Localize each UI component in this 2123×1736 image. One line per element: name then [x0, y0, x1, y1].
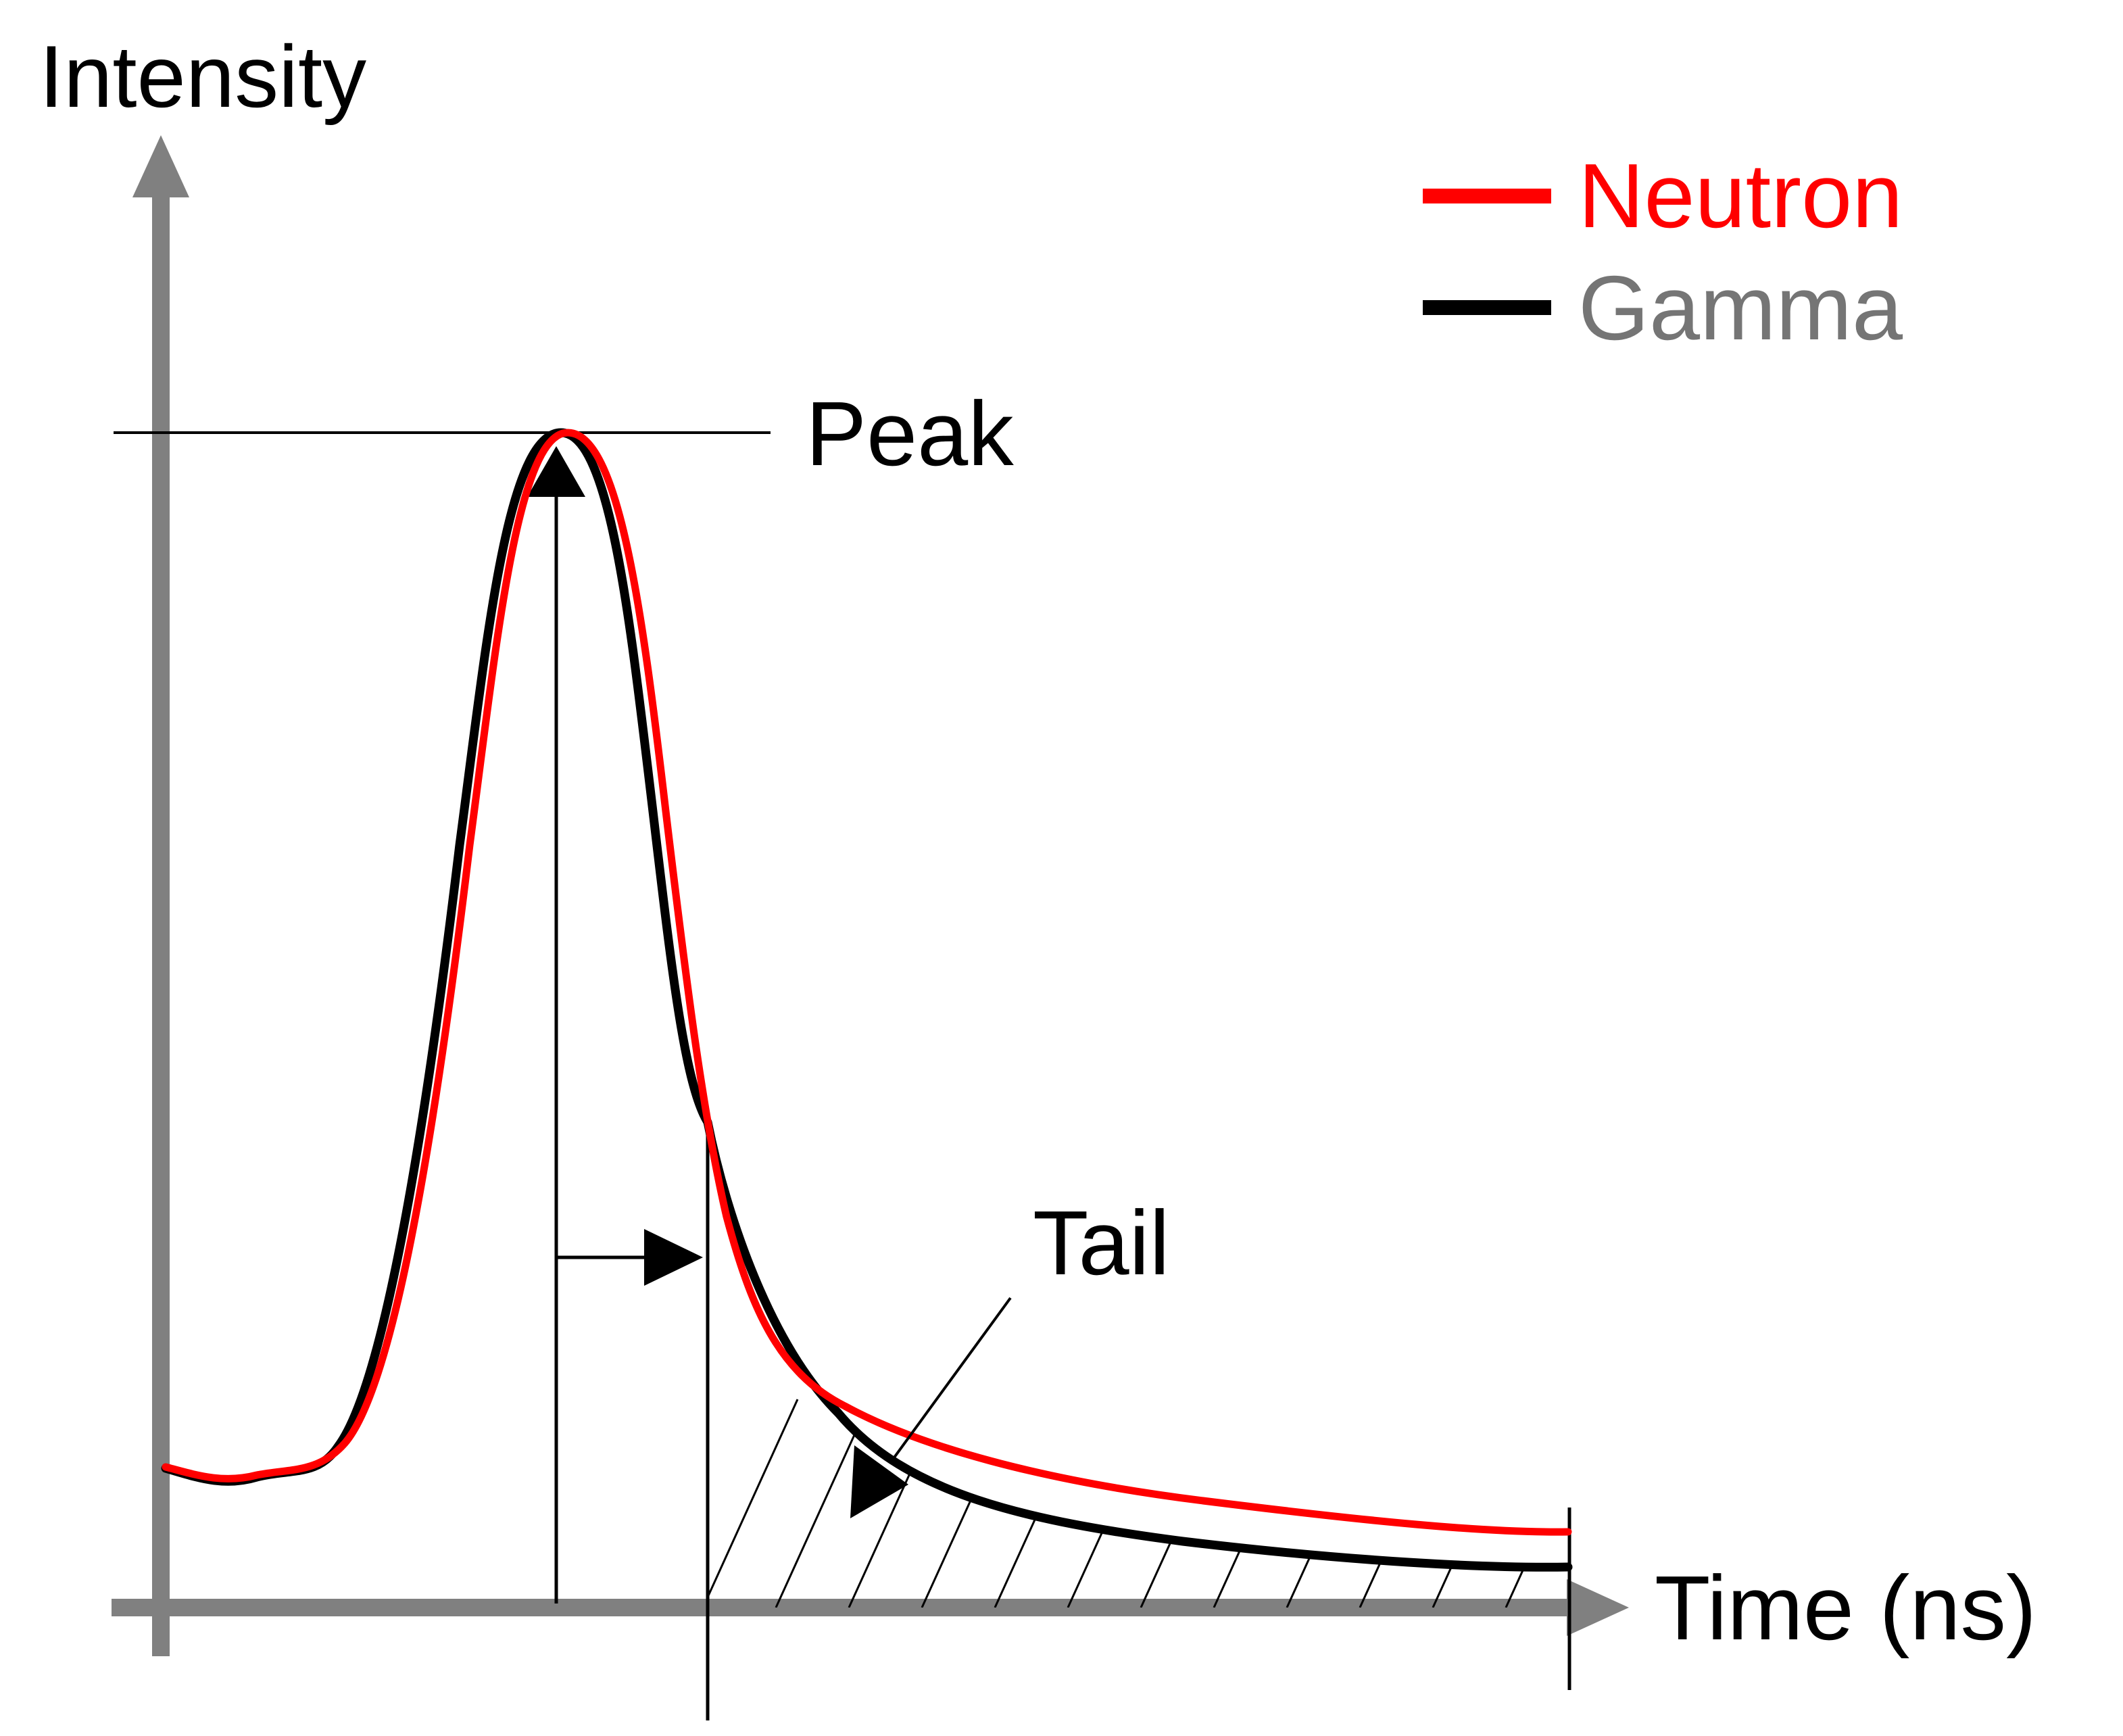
tail-pointer-line — [891, 1297, 1012, 1462]
gamma-curve — [161, 428, 1573, 1572]
tail-label: Tail — [1033, 1192, 1170, 1294]
tail-hatch-area — [708, 1399, 1568, 1608]
y-axis-label: Intensity — [39, 27, 366, 126]
x-axis-arrowhead — [1567, 1579, 1629, 1636]
peak-label: Peak — [806, 383, 1014, 485]
delay-arrowhead — [644, 1229, 703, 1286]
legend: Neutron Gamma — [1423, 145, 1903, 359]
neutron-curve — [162, 429, 1572, 1536]
legend-label-neutron: Neutron — [1578, 145, 1903, 247]
x-axis-label: Time (ns) — [1655, 1557, 2036, 1659]
y-axis-arrowhead — [132, 135, 189, 197]
tail-pointer-arrowhead — [850, 1445, 908, 1518]
peak-arrowhead — [527, 446, 585, 497]
legend-label-gamma: Gamma — [1578, 257, 1903, 359]
